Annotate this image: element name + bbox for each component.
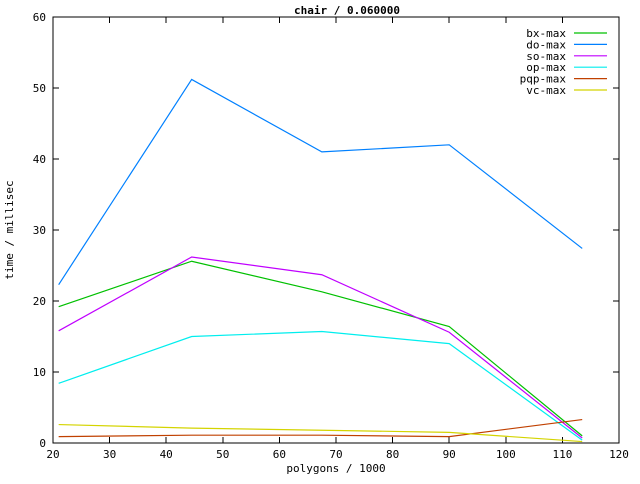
y-tick-label: 30 bbox=[33, 224, 46, 237]
y-tick-label: 20 bbox=[33, 295, 46, 308]
series-vc-max bbox=[58, 423, 583, 443]
legend-label-vc-max: vc-max bbox=[526, 84, 566, 97]
series-bx-max bbox=[58, 260, 583, 437]
x-axis-label: polygons / 1000 bbox=[286, 462, 385, 475]
x-tick-label: 30 bbox=[103, 448, 116, 461]
series-do-max bbox=[58, 78, 583, 285]
x-tick-label: 100 bbox=[496, 448, 516, 461]
y-tick-label: 0 bbox=[39, 437, 46, 450]
chart-title: chair / 0.060000 bbox=[294, 4, 400, 17]
series-so-max bbox=[58, 256, 583, 439]
y-axis-label: time / millisec bbox=[3, 180, 16, 279]
legend-label-so-max: so-max bbox=[526, 50, 566, 63]
series-pqp-max bbox=[58, 418, 583, 438]
legend-label-bx-max: bx-max bbox=[526, 27, 566, 40]
axes: 20 30 40 50 60 70 80 90 100 110 120 0 10 20 30 40 50 60 bbox=[33, 11, 629, 461]
legend-label-pqp-max: pqp-max bbox=[520, 73, 567, 86]
x-tick-label: 120 bbox=[609, 448, 629, 461]
x-tick-label: 90 bbox=[443, 448, 456, 461]
x-tick-label: 60 bbox=[273, 448, 286, 461]
series-op-max bbox=[58, 330, 583, 441]
x-tick-label: 20 bbox=[46, 448, 59, 461]
y-tick-label: 50 bbox=[33, 82, 46, 95]
series-lines bbox=[58, 78, 583, 443]
x-tick-label: 80 bbox=[386, 448, 399, 461]
x-tick-label: 50 bbox=[216, 448, 229, 461]
legend-label-do-max: do-max bbox=[526, 38, 566, 51]
x-tick-label: 110 bbox=[552, 448, 572, 461]
y-tick-label: 60 bbox=[33, 11, 46, 24]
x-tick-label: 40 bbox=[160, 448, 173, 461]
y-tick-label: 40 bbox=[33, 153, 46, 166]
legend-label-op-max: op-max bbox=[526, 61, 566, 74]
x-tick-label: 70 bbox=[329, 448, 342, 461]
y-tick-label: 10 bbox=[33, 366, 46, 379]
